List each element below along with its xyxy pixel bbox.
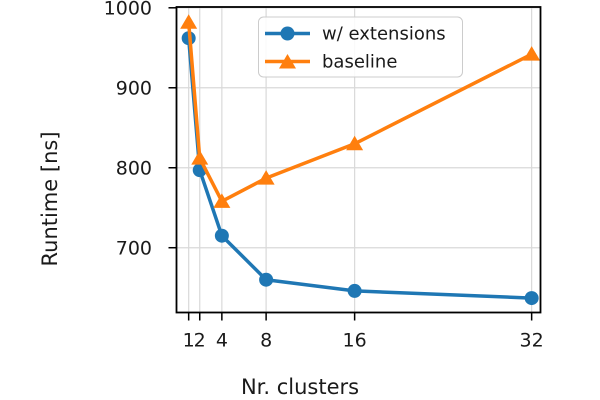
data-point-triangle [257, 170, 275, 185]
axis-ticks [168, 7, 533, 321]
x-tick-label: 1 [183, 329, 195, 351]
data-point-triangle [523, 46, 541, 61]
y-tick-label: 800 [116, 157, 152, 179]
data-point-circle [259, 272, 274, 287]
data-point-triangle [213, 193, 231, 208]
x-tick-label: 2 [194, 329, 206, 351]
tick-labels: 12 4 8 16 32 700 800 900 1000 [104, 0, 544, 351]
y-tick-label: 1000 [104, 0, 152, 19]
y-axis-label: Runtime [ns] [38, 131, 62, 266]
series-line [186, 22, 533, 204]
legend: w/ extensions baseline [258, 16, 463, 78]
plot-frame [175, 6, 542, 314]
data-point-circle [214, 228, 229, 243]
x-tick-label: 8 [260, 329, 272, 351]
legend-label-extensions: w/ extensions [322, 24, 446, 45]
y-tick-label: 700 [116, 237, 152, 259]
x-tick-label: 4 [216, 329, 228, 351]
data-point-triangle [191, 150, 209, 165]
series-layer [180, 14, 541, 306]
data-point-circle [347, 283, 362, 298]
x-tick-label: 32 [520, 329, 544, 351]
legend-marker-triangle-icon [279, 54, 296, 69]
legend-item-w-extensions: w/ extensions [265, 24, 446, 45]
legend-item-baseline: baseline [265, 52, 397, 73]
data-point-triangle [180, 14, 198, 29]
x-axis-label: Nr. clusters [241, 375, 359, 399]
x-tick-label: 16 [343, 329, 367, 351]
series-baseline [180, 14, 541, 208]
data-point-triangle [346, 135, 364, 151]
data-point-circle [524, 291, 539, 306]
legend-label-baseline: baseline [322, 52, 397, 73]
legend-marker-circle-icon [280, 26, 295, 41]
y-tick-label: 900 [116, 77, 152, 99]
